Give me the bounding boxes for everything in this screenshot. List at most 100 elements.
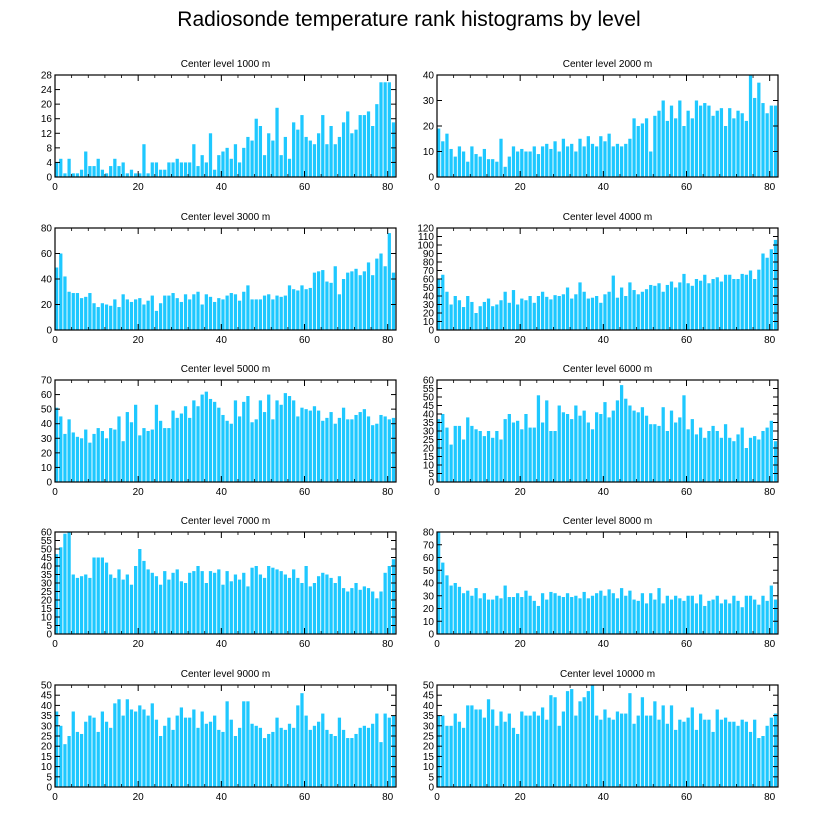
histogram-bar	[192, 400, 196, 482]
histogram-bar	[574, 715, 578, 787]
histogram-bar	[540, 422, 545, 482]
histogram-bar	[304, 409, 308, 482]
histogram-bar	[449, 725, 453, 787]
histogram-bar	[653, 701, 657, 787]
histogram-bar	[632, 290, 636, 330]
histogram-bar	[461, 307, 466, 330]
histogram-bar	[603, 402, 607, 482]
histogram-bar	[196, 727, 200, 787]
histogram-bar	[640, 593, 645, 634]
histogram-bar	[499, 711, 503, 787]
histogram-bar	[711, 425, 715, 482]
histogram-bar	[179, 413, 184, 482]
histogram-bar	[346, 111, 350, 177]
histogram-bar	[474, 709, 478, 787]
panel-title: Center level 6000 m	[563, 364, 653, 375]
histogram-bar	[262, 295, 267, 330]
histogram-bar	[59, 725, 63, 787]
histogram-bar	[703, 437, 707, 482]
x-tick-label: 40	[598, 792, 610, 803]
histogram-bar	[640, 697, 645, 787]
histogram-bar	[387, 233, 391, 330]
histogram-bar	[142, 428, 146, 482]
histogram-bar	[213, 401, 217, 482]
histogram-bar	[129, 301, 134, 330]
histogram-bar	[682, 126, 686, 177]
histogram-bar	[599, 590, 603, 634]
y-tick-label: 15	[423, 752, 435, 763]
histogram-bar	[208, 398, 213, 482]
y-tick-label: 50	[423, 566, 435, 577]
y-tick-label: 25	[423, 435, 435, 446]
histogram-bar	[366, 727, 371, 787]
histogram-bar	[769, 585, 773, 634]
histogram-bar	[553, 141, 557, 177]
histogram-bar	[761, 103, 765, 177]
histogram-bar	[732, 595, 736, 634]
histogram-bar	[499, 138, 503, 177]
y-tick-label: 5	[428, 772, 434, 783]
page-title: Radiosonde temperature rank histograms b…	[177, 8, 641, 31]
histogram-bar	[275, 107, 279, 177]
y-tick-label: 40	[423, 579, 435, 590]
y-tick-label: 25	[41, 587, 53, 598]
histogram-bar	[271, 731, 275, 787]
histogram-bar	[603, 141, 607, 177]
histogram-bar	[516, 593, 520, 634]
histogram-bar	[719, 281, 724, 330]
histogram-bar	[748, 437, 753, 482]
histogram-bar	[482, 717, 487, 787]
y-tick-label: 60	[41, 390, 53, 401]
histogram-bar	[586, 422, 590, 482]
histogram-bar	[503, 585, 507, 634]
histogram-bar	[748, 595, 753, 634]
histogram-bar	[350, 738, 354, 787]
histogram-bar	[441, 562, 445, 634]
histogram-bar	[75, 577, 80, 634]
histogram-bar	[765, 427, 769, 482]
histogram-bar	[474, 154, 478, 177]
histogram-bar	[200, 571, 204, 634]
histogram-bar	[486, 431, 491, 482]
histogram-bar	[516, 304, 520, 330]
y-tick-label: 4	[46, 158, 52, 169]
histogram-bar	[246, 136, 250, 177]
y-tick-label: 50	[423, 283, 435, 294]
histogram-bar	[461, 439, 466, 482]
histogram-bar	[495, 595, 499, 634]
histogram-bar	[748, 75, 753, 177]
histogram-bar	[599, 719, 603, 787]
histogram-bar	[520, 429, 524, 482]
histogram-bar	[337, 417, 342, 482]
histogram-bar	[109, 305, 113, 330]
histogram-bar	[665, 284, 669, 330]
histogram-bar	[246, 701, 250, 787]
histogram-bar	[242, 401, 246, 482]
histogram-bar	[574, 405, 578, 482]
histogram-bar	[511, 597, 516, 634]
histogram-bar	[341, 122, 346, 177]
histogram-bar	[138, 298, 142, 330]
histogram-bar	[59, 547, 63, 634]
histogram-panel: Center level 4000 m0 20 40 60 80010203040506…	[417, 212, 779, 346]
x-tick-label: 40	[216, 639, 228, 650]
histogram-bar	[325, 729, 329, 787]
histogram-bar	[657, 283, 661, 330]
histogram-bar	[707, 600, 711, 634]
histogram-bar	[674, 118, 678, 177]
panel-title: Center level 3000 m	[181, 212, 271, 223]
histogram-bar	[287, 577, 292, 634]
histogram-bar	[574, 595, 578, 634]
histogram-bar	[524, 151, 528, 177]
histogram-bar	[208, 296, 213, 330]
histogram-bar	[333, 736, 337, 787]
histogram-bar	[109, 166, 113, 177]
histogram-bar	[100, 431, 105, 482]
y-tick-label: 12	[41, 129, 53, 140]
histogram-bar	[104, 438, 109, 482]
histogram-bar	[457, 146, 462, 177]
histogram-bar	[287, 396, 292, 482]
y-tick-label: 16	[41, 114, 53, 125]
x-tick-label: 20	[133, 487, 145, 498]
y-tick-label: 25	[41, 732, 53, 743]
